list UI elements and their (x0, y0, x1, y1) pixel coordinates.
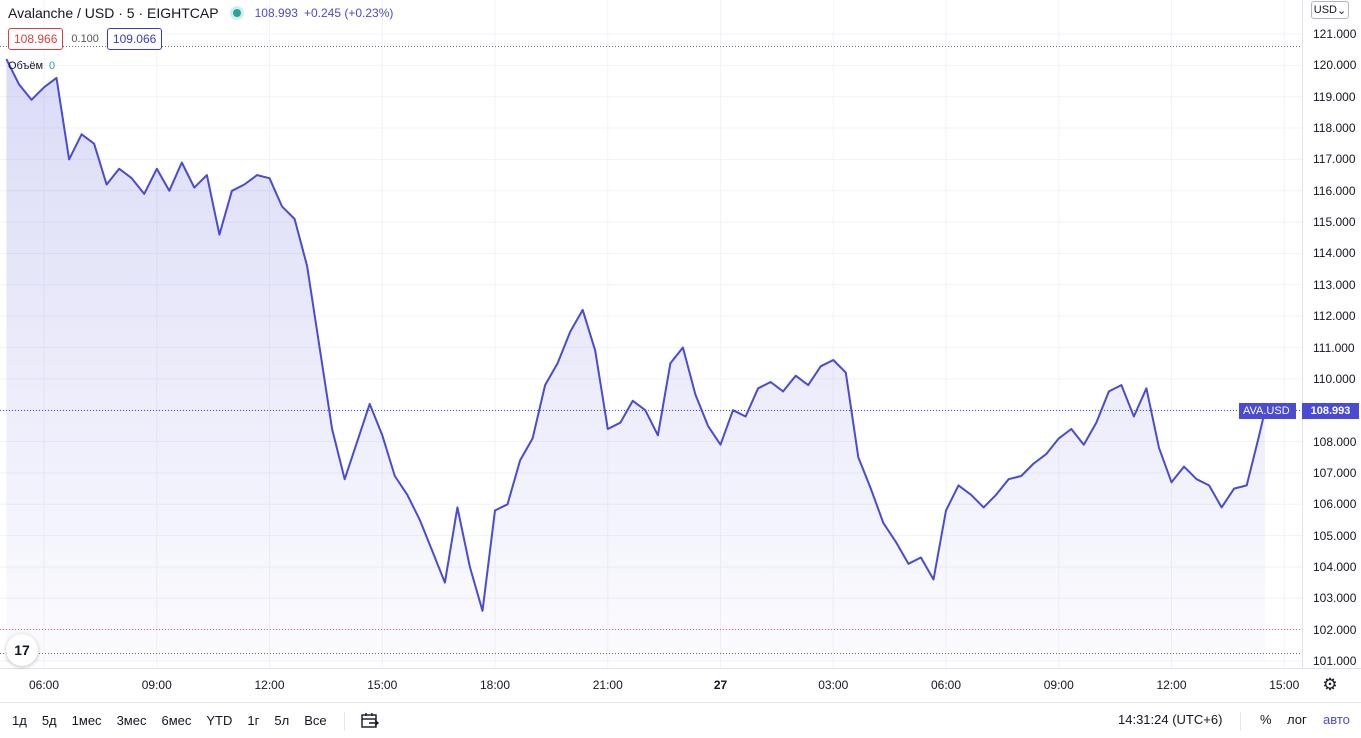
range-button[interactable]: 5л (274, 713, 290, 728)
price-axis-label: 102.000 (1313, 622, 1357, 637)
time-axis-label: 09:00 (1043, 678, 1074, 692)
clock-timezone[interactable]: 14:31:24 (UTC+6) (1118, 712, 1223, 727)
currency-select[interactable]: USD ⌄ (1311, 1, 1349, 19)
price-axis-label: 108.000 (1313, 434, 1357, 449)
price-axis-label: 116.000 (1313, 183, 1356, 198)
percent-scale-toggle[interactable]: % (1260, 712, 1272, 727)
time-axis-label: 27 (713, 678, 728, 692)
time-axis-label: 12:00 (1156, 678, 1187, 692)
symbol-price-tag: AVA.USD (1239, 403, 1296, 419)
time-axis-label: 15:00 (1269, 678, 1300, 692)
price-chart[interactable] (0, 0, 1361, 700)
legend-price: 108.993 (254, 6, 298, 20)
price-axis-label: 114.000 (1313, 246, 1356, 261)
volume-label: Объём (8, 60, 44, 72)
range-button[interactable]: Все (304, 713, 327, 728)
toolbar-divider (1240, 712, 1241, 730)
price-axis-label: 112.000 (1313, 309, 1356, 324)
time-axis-label: 06:00 (930, 678, 962, 692)
volume-value: 0 (49, 60, 56, 72)
range-buttons: 1д 5д 1мес 3мес 6мес YTD 1г 5л Все (8, 703, 338, 738)
market-status-icon (232, 9, 241, 17)
spread-value: 0.100 (71, 33, 99, 45)
time-axis-label: 12:00 (254, 678, 285, 692)
symbol-title[interactable]: Avalanche / USD · 5 · EIGHTCAP (8, 5, 219, 21)
range-button[interactable]: 1г (247, 713, 260, 728)
time-axis-label: 15:00 (367, 678, 398, 692)
price-axis-label: 101.000 (1313, 654, 1357, 668)
currency-label: USD (1313, 4, 1337, 16)
log-scale-toggle[interactable]: лог (1287, 712, 1307, 727)
chart-legend: Avalanche / USD · 5 · EIGHTCAP 108.993 +… (8, 4, 393, 22)
sell-price-button[interactable]: 108.966 (8, 28, 64, 50)
price-axis-label: 117.000 (1313, 152, 1356, 167)
last-price-tag: 108.993 (1302, 403, 1359, 419)
bid-ask-quote: 108.966 0.100 109.066 (8, 28, 163, 50)
price-axis-label: 103.000 (1313, 591, 1357, 606)
price-axis-label: 119.000 (1313, 89, 1356, 104)
tradingview-logo-icon[interactable]: 17 (6, 634, 38, 666)
price-axis-label: 111.000 (1313, 340, 1355, 355)
time-axis-label: 09:00 (141, 678, 172, 692)
price-axis-label: 115.000 (1313, 215, 1356, 230)
price-axis-label: 107.000 (1313, 465, 1357, 480)
time-axis-label: 03:00 (818, 678, 849, 692)
price-area-fill (6, 59, 1265, 662)
range-button[interactable]: 3мес (116, 713, 147, 728)
range-button[interactable]: YTD (206, 713, 233, 728)
price-line (5, 58, 1266, 612)
range-button[interactable]: 6мес (161, 713, 192, 728)
buy-price-button[interactable]: 109.066 (106, 28, 163, 50)
price-axis-label: 105.000 (1313, 528, 1357, 543)
price-axis-label: 121.000 (1313, 27, 1357, 41)
price-axis-label: 118.000 (1313, 121, 1356, 136)
price-axis-label: 104.000 (1313, 559, 1357, 574)
gear-icon[interactable]: ⚙ (1322, 675, 1338, 694)
time-axis-label: 06:00 (28, 678, 60, 692)
volume-indicator[interactable]: Объём 0 (8, 60, 55, 72)
price-axis-label: 113.000 (1313, 277, 1356, 292)
price-axis-label: 110.000 (1313, 371, 1356, 386)
toolbar-divider (344, 712, 345, 730)
range-button[interactable]: 1мес (71, 713, 102, 728)
price-axis-label: 106.000 (1313, 497, 1357, 512)
chevron-down-icon: ⌄ (1337, 4, 1347, 17)
time-axis-label: 18:00 (479, 678, 511, 692)
time-axis-label: 21:00 (592, 678, 623, 692)
auto-scale-toggle[interactable]: авто (1323, 712, 1350, 727)
range-button[interactable]: 1д (12, 713, 27, 728)
calendar-icon[interactable] (360, 711, 380, 731)
range-button[interactable]: 5д (41, 713, 57, 728)
legend-change: +0.245 (+0.23%) (303, 6, 394, 20)
bottom-toolbar: 1д 5д 1мес 3мес 6мес YTD 1г 5л Все 14:31:24 (UTC… (0, 702, 1361, 737)
price-axis-label: 120.000 (1313, 58, 1357, 73)
